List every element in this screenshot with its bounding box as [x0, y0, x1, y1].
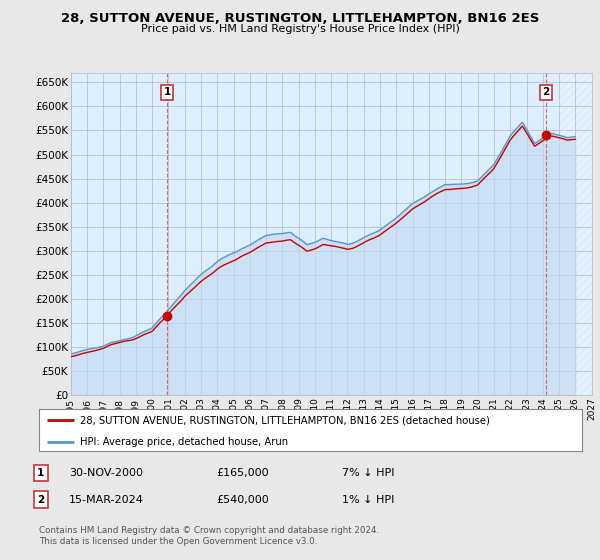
Text: 2: 2 — [37, 494, 44, 505]
Text: 2: 2 — [542, 87, 550, 97]
Text: £540,000: £540,000 — [216, 494, 269, 505]
Text: 1% ↓ HPI: 1% ↓ HPI — [342, 494, 394, 505]
Text: 1: 1 — [164, 87, 171, 97]
Text: 15-MAR-2024: 15-MAR-2024 — [69, 494, 144, 505]
Text: 7% ↓ HPI: 7% ↓ HPI — [342, 468, 395, 478]
Text: Price paid vs. HM Land Registry's House Price Index (HPI): Price paid vs. HM Land Registry's House … — [140, 24, 460, 34]
Text: 28, SUTTON AVENUE, RUSTINGTON, LITTLEHAMPTON, BN16 2ES (detached house): 28, SUTTON AVENUE, RUSTINGTON, LITTLEHAM… — [80, 415, 490, 425]
Text: HPI: Average price, detached house, Arun: HPI: Average price, detached house, Arun — [80, 437, 288, 446]
Text: Contains HM Land Registry data © Crown copyright and database right 2024.
This d: Contains HM Land Registry data © Crown c… — [39, 526, 379, 546]
Text: 1: 1 — [37, 468, 44, 478]
Bar — [559, 73, 592, 395]
Text: 30-NOV-2000: 30-NOV-2000 — [69, 468, 143, 478]
Bar — [559, 73, 592, 395]
Text: £165,000: £165,000 — [216, 468, 269, 478]
Text: 28, SUTTON AVENUE, RUSTINGTON, LITTLEHAMPTON, BN16 2ES: 28, SUTTON AVENUE, RUSTINGTON, LITTLEHAM… — [61, 12, 539, 25]
